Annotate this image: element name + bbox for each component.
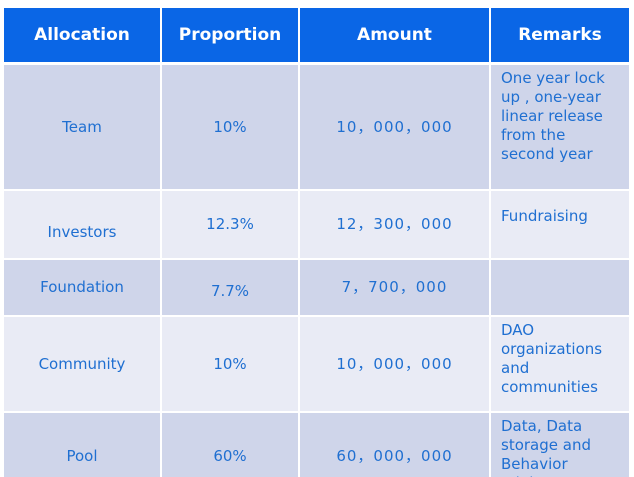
cell-proportion: 10% — [161, 316, 300, 413]
amount-text: 60，000，000 — [336, 447, 453, 465]
cell-proportion: 7.7% — [161, 259, 300, 317]
allocation-text: Investors — [47, 223, 117, 241]
proportion-text: 7.7% — [210, 282, 250, 300]
remarks-text: Data, Data storage and Behavior mining — [501, 417, 591, 477]
proportion-text: 60% — [213, 447, 247, 465]
proportion-text: 10% — [213, 117, 247, 136]
cell-allocation: Pool — [4, 412, 162, 477]
cell-amount: 12，300，000 — [299, 190, 491, 260]
cell-proportion: 12.3% — [161, 190, 300, 260]
table-header-row: Allocation Proportion Amount Remarks — [4, 8, 629, 65]
remarks-text: DAO organizations and communities — [501, 321, 603, 396]
cell-remarks — [490, 259, 629, 317]
remarks-text: One year lock up , one-year linear relea… — [501, 69, 605, 163]
amount-text: 12，300，000 — [336, 215, 453, 233]
cell-amount: 60，000，000 — [299, 412, 491, 477]
proportion-text: 12.3% — [206, 215, 254, 233]
cell-amount: 7，700，000 — [299, 259, 491, 317]
cell-allocation: Community — [4, 316, 162, 413]
allocation-text: Pool — [66, 447, 98, 465]
header-allocation: Allocation — [4, 8, 162, 65]
proportion-text: 10% — [213, 354, 247, 373]
amount-text: 10，000，000 — [336, 117, 453, 136]
cell-amount: 10，000，000 — [299, 63, 491, 191]
cell-remarks: Data, Data storage and Behavior mining — [490, 412, 629, 477]
allocation-text: Team — [62, 117, 102, 136]
cell-allocation: Team — [4, 63, 162, 191]
cell-proportion: 10% — [161, 63, 300, 191]
header-amount: Amount — [299, 8, 491, 65]
header-proportion: Proportion — [161, 8, 300, 65]
header-remarks: Remarks — [490, 8, 629, 65]
table-row: Team 10% 10，000，000 One year lock up , o… — [4, 63, 629, 191]
amount-text: 10，000，000 — [336, 354, 453, 373]
table-row: Foundation 7.7% 7，700，000 — [4, 259, 629, 317]
remarks-text: Fundraising — [501, 207, 588, 225]
amount-text: 7，700，000 — [341, 278, 448, 296]
table-row: Pool 60% 60，000，000 Data, Data storage a… — [4, 412, 629, 477]
cell-proportion: 60% — [161, 412, 300, 477]
cell-allocation: Foundation — [4, 259, 162, 317]
cell-remarks: DAO organizations and communities — [490, 316, 629, 413]
table-row: Investors 12.3% 12，300，000 Fundraising — [4, 190, 629, 260]
cell-remarks: One year lock up , one-year linear relea… — [490, 63, 629, 191]
allocation-table: Allocation Proportion Amount Remarks Tea… — [4, 8, 629, 477]
table-row: Community 10% 10，000，000 DAO organizatio… — [4, 316, 629, 413]
cell-amount: 10，000，000 — [299, 316, 491, 413]
cell-allocation: Investors — [4, 190, 162, 260]
allocation-text: Foundation — [40, 278, 124, 296]
cell-remarks: Fundraising — [490, 190, 629, 260]
allocation-text: Community — [38, 354, 126, 373]
